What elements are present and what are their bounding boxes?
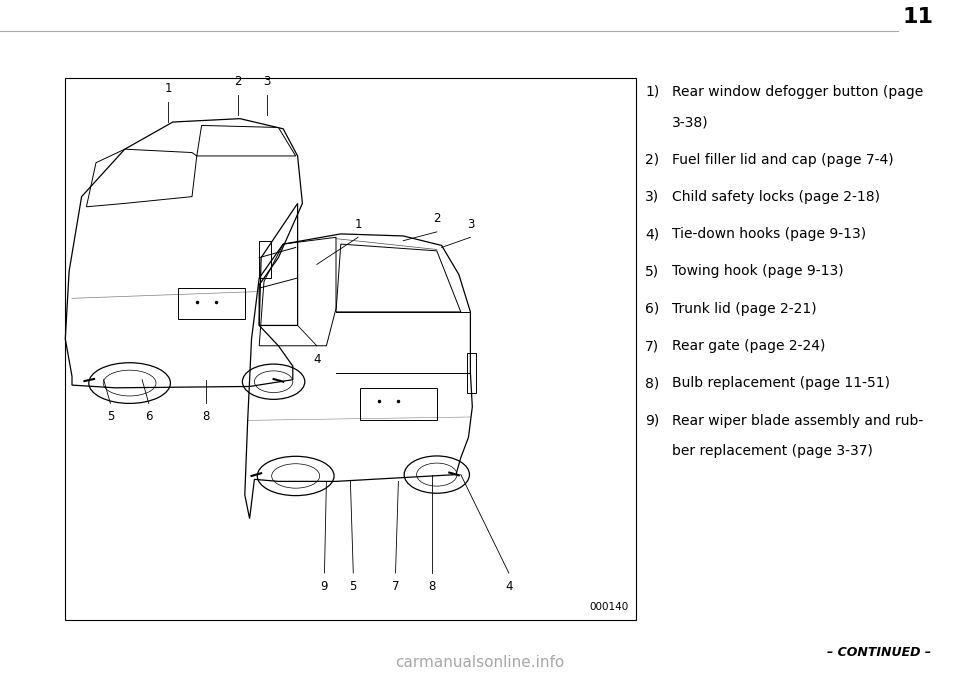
Text: 1: 1 — [164, 82, 172, 95]
Bar — [178, 288, 245, 319]
Text: 1): 1) — [645, 85, 660, 99]
Bar — [360, 388, 437, 420]
Text: Tie-down hooks (page 9-13): Tie-down hooks (page 9-13) — [672, 227, 866, 241]
Text: 5: 5 — [107, 410, 114, 423]
Text: 2: 2 — [433, 212, 441, 225]
Text: 11: 11 — [902, 7, 933, 27]
Text: 1: 1 — [354, 218, 362, 231]
Text: carmanualsonline.info: carmanualsonline.info — [396, 655, 564, 670]
Text: 5): 5) — [645, 264, 660, 279]
Bar — [259, 241, 271, 278]
Text: ber replacement (page 3-37): ber replacement (page 3-37) — [672, 444, 873, 458]
Text: 8: 8 — [203, 410, 210, 423]
Text: Trunk lid (page 2-21): Trunk lid (page 2-21) — [672, 302, 817, 316]
Text: 3-38): 3-38) — [672, 115, 708, 129]
Text: 3: 3 — [263, 75, 271, 88]
Text: 3: 3 — [467, 218, 474, 231]
Text: 6: 6 — [145, 410, 153, 423]
Text: 000140: 000140 — [589, 602, 629, 612]
Text: 7: 7 — [392, 580, 399, 593]
Text: 5: 5 — [349, 580, 357, 593]
Text: Bulb replacement (page 11-51): Bulb replacement (page 11-51) — [672, 376, 890, 391]
Text: Towing hook (page 9-13): Towing hook (page 9-13) — [672, 264, 844, 279]
Bar — [467, 353, 476, 393]
Text: 2: 2 — [234, 75, 242, 88]
Text: 9): 9) — [645, 414, 660, 428]
Text: Rear wiper blade assembly and rub-: Rear wiper blade assembly and rub- — [672, 414, 924, 428]
Text: 6): 6) — [645, 302, 660, 316]
Text: 2): 2) — [645, 153, 660, 167]
Text: Rear gate (page 2-24): Rear gate (page 2-24) — [672, 339, 826, 353]
Bar — [65, 78, 636, 620]
Text: 4): 4) — [645, 227, 660, 241]
Text: 9: 9 — [321, 580, 328, 593]
Text: 4: 4 — [505, 580, 513, 593]
Text: 4: 4 — [313, 353, 321, 365]
Text: – CONTINUED –: – CONTINUED – — [828, 646, 931, 659]
Text: Child safety locks (page 2-18): Child safety locks (page 2-18) — [672, 190, 880, 204]
Text: 3): 3) — [645, 190, 660, 204]
Text: 8): 8) — [645, 376, 660, 391]
Text: 8: 8 — [428, 580, 436, 593]
Text: Rear window defogger button (page: Rear window defogger button (page — [672, 85, 924, 99]
Text: 7): 7) — [645, 339, 660, 353]
Text: Fuel filler lid and cap (page 7-4): Fuel filler lid and cap (page 7-4) — [672, 153, 894, 167]
